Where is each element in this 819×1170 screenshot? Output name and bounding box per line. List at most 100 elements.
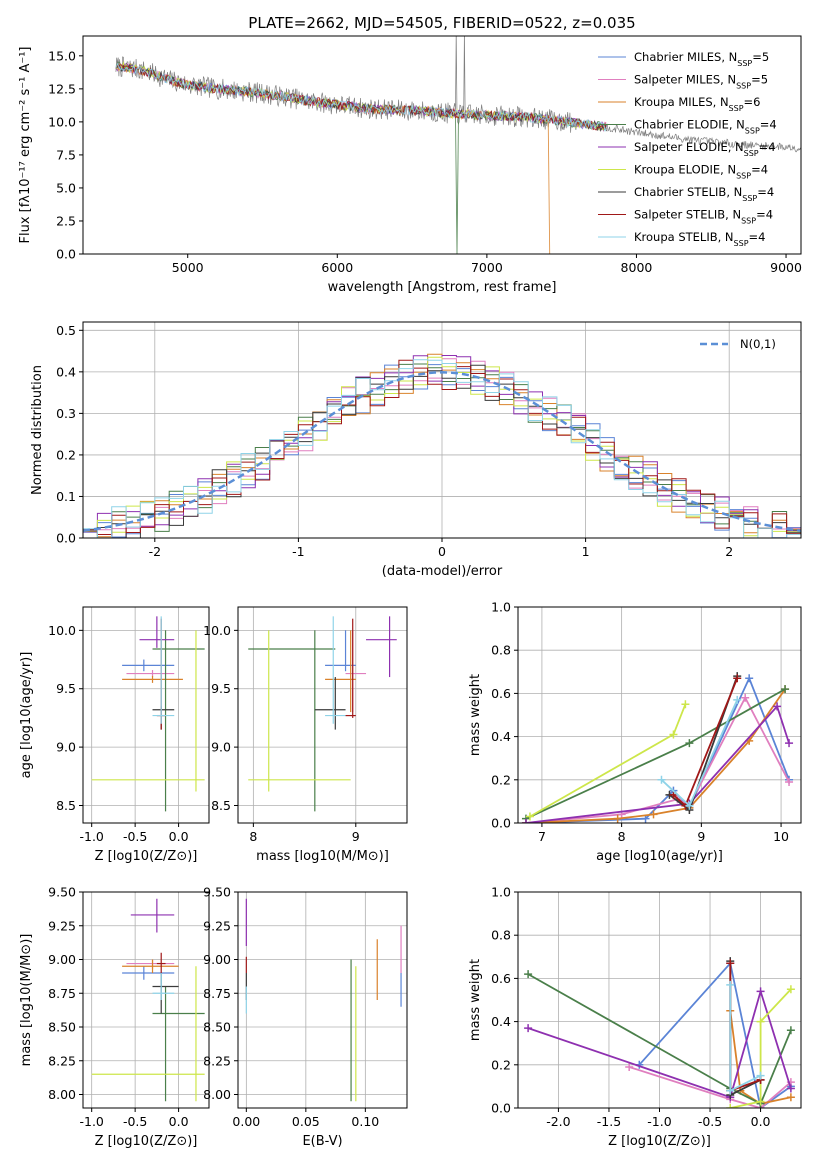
y-tick-label: 8.5 [211,798,231,813]
x-tick-label: -1 [292,544,304,559]
y-tick-label: 1.0 [491,885,511,900]
y-tick-label: 0.6 [491,971,511,986]
errorbar-kroupa-miles [122,675,183,683]
plot-area [115,36,801,254]
data-point [756,1017,765,1026]
errorbar-chabrier-miles [122,659,175,672]
y-tick-label: 10.0 [48,114,76,129]
x-tick-label: 2 [725,544,733,559]
legend-entry: Chabrier MILES, NSSP=5 [634,50,769,68]
errorbar-salpeter-miles [126,959,175,969]
y-tick-label: 0.2 [491,772,511,787]
data-point [649,810,658,819]
errorbar-kroupa-stelib [152,973,175,1000]
y-tick-label: 1.0 [491,600,511,615]
mass-weight-vs-age-panel: 7 8 9 10 0.0 0.2 0.4 0.6 0.8 1.0 age [log10(age/yr… [468,600,802,864]
x-tick-label: 9 [352,829,360,844]
data-point [786,1084,795,1093]
x-tick-label: 0.00 [232,1114,260,1129]
x-tick-label: 0.05 [292,1114,320,1129]
legend: Chabrier MILES, NSSP=5 Salpeter MILES, NS… [598,50,777,248]
data-point [625,1062,634,1071]
series-line [525,688,786,820]
data-point [786,985,795,994]
model-spectrum-kroupa-miles [115,63,607,254]
y-tick-label: 0.4 [56,364,76,379]
legend-entry: Kroupa MILES, NSSP=6 [634,95,760,113]
plot-area [248,616,397,812]
y-tick-label: 0.0 [491,816,511,831]
y-tick-label: 0.4 [491,1014,511,1029]
mass-weight-vs-Z-panel: -2.0 -1.5 -1.0 -0.5 0.0 0.0 0.2 0.4 0.6 0.8 1.0 Z [… [468,885,802,1149]
plot-area [91,616,205,812]
y-tick-label: 0.3 [56,406,76,421]
series-line [527,988,792,1099]
data-point [685,801,694,810]
y-tick-label: 5.0 [56,180,76,195]
data-point [726,980,735,989]
data-point [756,987,765,996]
series-kroupa-stelib [726,980,765,1095]
data-point [773,702,782,711]
plot-area [91,898,205,1102]
x-tick-label: -1.5 [597,1114,621,1129]
x-axis-label: mass [log10(M/M⊙)] [256,849,389,864]
x-axis-label: Z [log10(Z/Z⊙)] [95,849,198,864]
y-tick-label: 9.50 [48,885,76,900]
errorbar-salpeter-elodie [366,616,397,678]
x-tick-label: 6000 [321,260,353,275]
plot-area [245,898,402,1102]
histogram-salpeter-elodie [83,355,801,538]
series-line [638,961,792,1108]
y-tick-label: 0.0 [491,1101,511,1116]
y-tick-label: 8.5 [56,798,76,813]
y-tick-label: 8.75 [203,986,231,1001]
axes-frame [82,891,210,1109]
data-point [657,775,666,784]
x-tick-label: -2 [149,544,161,559]
x-tick-label: 0.0 [169,1114,189,1129]
x-tick-label: -0.5 [698,1114,722,1129]
x-axis-label: (data-model)/error [382,564,503,579]
y-tick-label: 8.25 [203,1053,231,1068]
y-axis-label: Flux [fλ10⁻¹⁷ erg cm⁻² s⁻¹ A⁻¹] [18,47,33,244]
plot-area [83,353,801,538]
x-tick-label: -1.0 [79,829,103,844]
series-line [729,1010,792,1105]
data-point [525,812,534,821]
errorbar-kroupa-elodie [248,630,351,792]
mass-vs-Z-panel: -1.0 -0.5 0.0 8.00 8.25 8.50 8.75 9.00 9.25 9.50 Z… [19,885,210,1149]
x-axis-label: Z [log10(Z/Z⊙)] [608,1134,711,1149]
errorbar-kroupa-miles [122,959,179,973]
x-tick-label: 0.0 [169,829,189,844]
series-line [628,1066,792,1108]
axes-frame [237,606,408,824]
plot-area [524,957,795,1108]
y-tick-label: 0.0 [56,531,76,546]
y-tick-label: 9.25 [48,918,76,933]
series-line [525,704,790,823]
legend-entry: Chabrier STELIB, NSSP=4 [634,185,774,203]
y-tick-label: 8.50 [203,1020,231,1035]
series-line [529,703,687,818]
legend-entry: Kroupa STELIB, NSSP=4 [634,230,765,248]
data-point [786,1026,795,1035]
y-tick-label: 8.00 [48,1087,76,1102]
y-tick-label: 9.00 [203,952,231,967]
mass-vs-EBV-panel: 0.00 0.05 0.10 8.00 8.25 8.50 8.75 9.00 9.25 9.50… [203,885,408,1149]
data-point [745,674,754,683]
data-point [669,790,678,799]
x-tick-label: 9 [697,829,705,844]
series-kroupa-elodie [726,985,795,1108]
y-tick-label: 9.5 [56,681,76,696]
y-tick-label: 7.5 [56,147,76,162]
series-salpeter-elodie [524,987,795,1102]
axes-frame [82,606,210,824]
y-axis-label: mass [log10(M/M⊙)] [19,934,34,1067]
x-tick-label: 8 [249,829,257,844]
x-tick-label: 8000 [621,260,653,275]
errorbar-kroupa-elodie [91,966,205,1102]
y-tick-label: 0.8 [491,643,511,658]
y-tick-label: 8.00 [203,1087,231,1102]
